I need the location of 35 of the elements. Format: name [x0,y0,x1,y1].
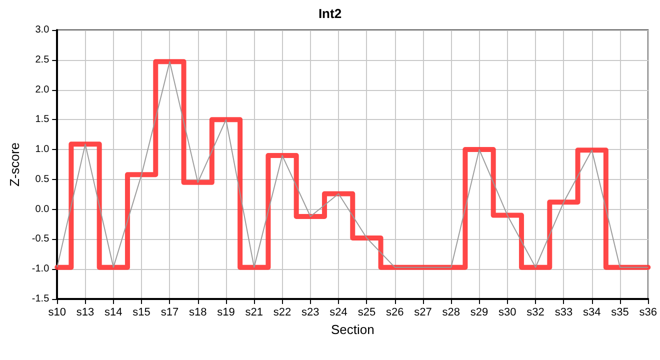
x-axis-title: Section [330,322,374,337]
x-tick-label: s18 [188,306,207,318]
x-tick-label: s30 [498,306,516,318]
y-axis-title: Z-score [7,142,22,187]
x-tick-label: s15 [132,306,150,318]
y-tick-label: -1.0 [32,264,50,275]
x-tick-label: s10 [48,306,66,318]
x-tick-label: s13 [76,306,94,318]
x-tick-label: s23 [302,306,320,318]
x-tick-label: s35 [611,306,629,318]
x-tick-label: s33 [554,306,573,318]
x-tick-label: s32 [526,306,544,318]
x-tick-label: s14 [104,306,122,318]
x-tick-label: s34 [582,306,601,318]
x-tick-label: s28 [442,306,460,318]
x-tick-label: s24 [330,306,348,318]
x-tick-label: s21 [245,306,264,318]
x-tick-label: s25 [358,306,376,318]
chart-title: Int2 [318,6,342,21]
y-tick-label: 3.0 [35,24,50,36]
x-tick-label: s26 [386,306,404,318]
y-tick-label: -0.5 [32,234,50,245]
x-tick-label: s29 [470,306,488,318]
y-tick-label: 2.0 [35,84,50,96]
y-tick-label: 0.0 [35,204,50,215]
x-tick-label: s19 [217,306,235,318]
y-tick-label: 1.5 [35,114,50,126]
y-tick-label: 1.0 [35,144,50,156]
x-tick-label: s27 [414,306,432,318]
x-tick-label: s17 [160,306,179,318]
y-tick-label: -1.5 [32,294,50,304]
y-tick-label: 2.5 [35,54,50,66]
y-tick-label: 0.5 [35,174,50,185]
x-tick-label: s22 [273,306,292,318]
x-tick-label: s36 [639,306,658,318]
